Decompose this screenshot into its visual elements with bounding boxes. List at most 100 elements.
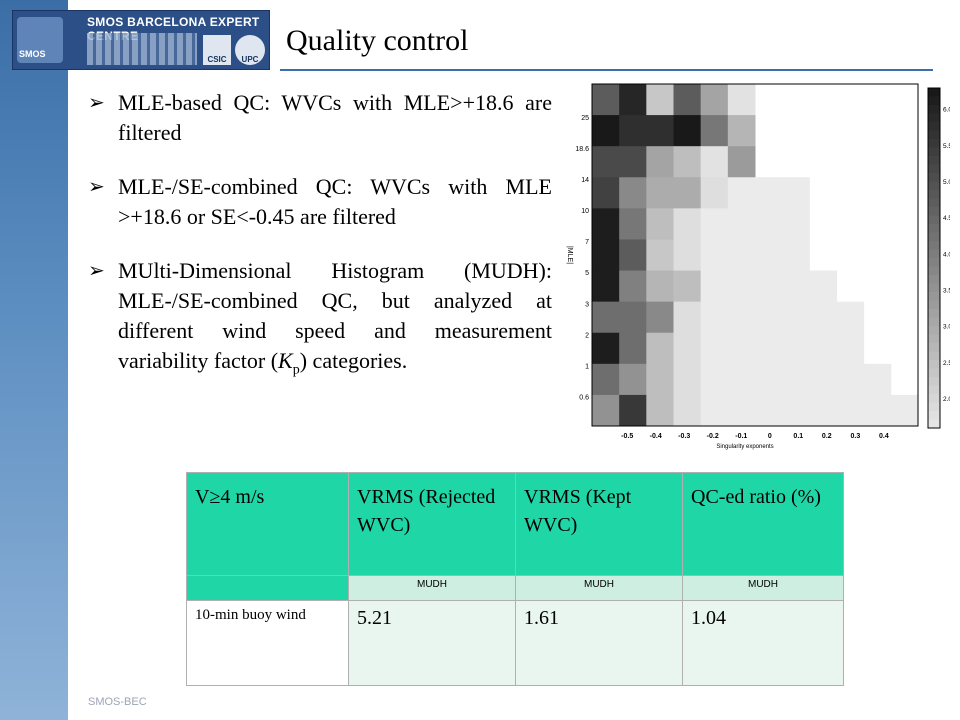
heatmap-cell	[755, 332, 783, 365]
colorbar-segment	[928, 419, 940, 429]
table-header-row: V≥4 m/s VRMS (Rejected WVC) VRMS (Kept W…	[186, 472, 844, 576]
colorbar-frame	[927, 87, 941, 429]
heatmap-cell	[782, 270, 810, 303]
colorbar-segment	[928, 122, 940, 131]
heatmap-cell	[727, 301, 756, 334]
bullet-text: MLE-based QC: WVCs with MLE>+18.6 are fi…	[118, 90, 552, 145]
heatmap-cell	[646, 84, 674, 116]
heatmap-cell	[727, 239, 756, 272]
heatmap-cell	[619, 270, 647, 303]
y-axis-label: |MLE|	[566, 246, 573, 264]
colorbar-segment	[928, 113, 940, 123]
heatmap-cell	[700, 146, 729, 178]
x-tick-label: -0.5	[621, 433, 633, 440]
row-label: 10-min buoy wind	[186, 600, 349, 686]
heatmap-cell	[836, 363, 865, 396]
table-cell: 5.21	[348, 600, 516, 686]
colorbar-segment	[928, 88, 940, 97]
title-underline	[280, 69, 933, 71]
mle-se-heatmap: 25 18.6 14 10 7 5 3 2 1 0.6 -0.5 -0.4 -0.3 -0.2 -0.1 0 0…	[566, 83, 950, 450]
heatmap-cell	[755, 301, 783, 334]
heatmap-cell	[592, 332, 620, 365]
heatmap-cell	[809, 332, 837, 365]
subheader-cell: MUDH	[515, 575, 683, 601]
colorbar-segment	[928, 139, 940, 148]
heatmap-cell	[836, 332, 865, 365]
colorbar-segment	[928, 241, 940, 250]
arrow-bullet-icon: ➢	[88, 260, 105, 282]
footer-label: SMOS-BEC	[88, 696, 147, 708]
building-graphic-icon	[87, 33, 197, 65]
heatmap-cell	[700, 301, 729, 334]
heatmap-cell	[619, 115, 647, 147]
colorbar-segment	[928, 385, 940, 395]
x-tick-label: -0.2	[707, 433, 719, 440]
colorbar-tick-label: 2.0	[943, 396, 950, 403]
colorbar-segment	[928, 164, 940, 174]
colorbar-segment	[928, 258, 940, 267]
heatmap-cell	[673, 115, 702, 147]
colorbar-segment	[928, 147, 940, 157]
heatmap-cell	[619, 394, 647, 427]
heatmap-cell	[592, 270, 620, 303]
heatmap-cell	[782, 332, 810, 365]
colorbar-segment	[928, 377, 940, 386]
colorbar-tick-label: 3.0	[943, 324, 950, 331]
x-tick-label: -0.4	[650, 433, 662, 440]
bullet-text-end: ) categories.	[299, 348, 408, 373]
heatmap-cell	[700, 332, 729, 365]
colorbar-segment	[928, 300, 940, 310]
colorbar-tick-label: 4.5	[943, 215, 950, 222]
heatmap-cell	[755, 270, 783, 303]
y-tick-label: 14	[581, 177, 589, 184]
heatmap-cell	[592, 301, 620, 334]
colorbar-segment	[928, 224, 940, 233]
heatmap-cell	[782, 394, 810, 427]
header-cell: VRMS (Rejected WVC)	[348, 472, 516, 576]
heatmap-cell	[836, 394, 865, 427]
bullet-item: ➢ MLE-/SE-combined QC: WVCs with MLE >+1…	[86, 172, 552, 232]
x-tick-label: 0.2	[822, 433, 832, 440]
colorbar-segment	[928, 343, 940, 352]
heatmap-cell	[809, 270, 837, 303]
heatmap-cell	[700, 270, 729, 303]
heatmap-cell	[727, 208, 756, 240]
y-tick-label: 1	[585, 364, 589, 371]
y-tick-label: 3	[585, 301, 589, 308]
kp-subscript: p	[292, 362, 300, 378]
header-cell: QC-ed ratio (%)	[682, 472, 844, 576]
satellite-emblem-icon	[17, 17, 63, 63]
heatmap-cell	[673, 363, 702, 396]
heatmap-cell	[592, 394, 620, 427]
heatmap-cell	[592, 239, 620, 272]
colorbar-segment	[928, 207, 940, 216]
heatmap-cell	[646, 301, 674, 334]
heatmap-cell	[619, 332, 647, 365]
heatmap-cell	[809, 301, 837, 334]
heatmap-cell	[700, 208, 729, 240]
results-table: V≥4 m/s VRMS (Rejected WVC) VRMS (Kept W…	[186, 472, 844, 686]
x-tick-label: -0.3	[678, 433, 690, 440]
heatmap-cell	[782, 208, 810, 240]
heatmap-cell	[727, 332, 756, 365]
heatmap-cell	[592, 363, 620, 396]
heatmap-cell	[727, 394, 756, 427]
heatmap-cell	[700, 394, 729, 427]
colorbar-segment	[928, 232, 940, 242]
heatmap-cell	[673, 239, 702, 272]
heatmap-cell	[619, 239, 647, 272]
x-tick-label: 0.3	[851, 433, 861, 440]
heatmap-cell	[673, 84, 702, 116]
y-tick-label: 7	[585, 239, 589, 246]
heatmap-cell	[592, 177, 620, 209]
smos-bec-logo: SMOS SMOS BARCELONA EXPERT CENTRE CSIC U…	[12, 10, 270, 70]
y-tick-label: 25	[581, 115, 589, 122]
heatmap-cell	[646, 146, 674, 178]
heatmap-cell	[809, 394, 837, 427]
heatmap-cell	[755, 239, 783, 272]
colorbar-segment	[928, 105, 940, 114]
heatmap-cell	[727, 363, 756, 396]
colorbar-segment	[928, 249, 940, 259]
x-tick-label: 0.4	[879, 433, 889, 440]
heatmap-cell	[727, 146, 756, 178]
